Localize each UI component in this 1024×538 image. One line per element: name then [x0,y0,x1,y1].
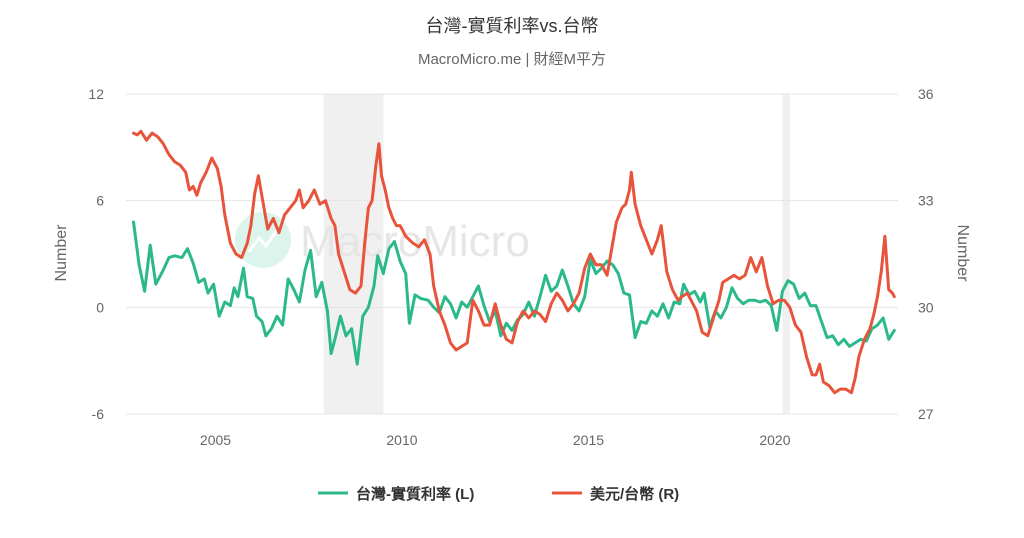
legend-item-real-rate[interactable]: 台灣-實質利率 (L) [318,485,474,503]
left-axis-title: Number [53,224,70,282]
left-axis-ticks: -6 0 6 12 [88,86,104,422]
recession-band [782,94,790,414]
x-tick-label: 2010 [386,432,417,448]
series-line-real-rate [132,220,896,366]
legend-label-real-rate: 台灣-實質利率 (L) [356,485,474,503]
right-axis-ticks: 27 30 33 36 [918,86,934,422]
chart-title: 台灣-實質利率vs.台幣 [426,16,599,36]
legend-label-usd-twd: 美元/台幣 (R) [590,485,679,503]
left-tick-label: 0 [96,299,104,315]
chart-subtitle: MacroMicro.me | 財經M平方 [418,51,606,68]
recession-band [323,94,384,414]
legend: 台灣-實質利率 (L) 美元/台幣 (R) [318,485,679,503]
legend-item-usd-twd[interactable]: 美元/台幣 (R) [552,485,679,503]
right-tick-label: 27 [918,406,934,422]
left-tick-label: 12 [88,86,104,102]
series-line-usd-twd [132,129,896,395]
left-tick-label: -6 [92,406,105,422]
watermark-logo-line-icon [247,229,279,253]
left-tick-label: 6 [96,193,104,209]
series-lines [132,129,896,395]
recession-bands [323,94,790,414]
x-axis-ticks: 2005 2010 2015 2020 [200,432,791,448]
right-tick-label: 36 [918,86,934,102]
watermark: MacroMicro [235,212,530,268]
right-tick-label: 30 [918,299,934,315]
x-tick-label: 2005 [200,432,231,448]
x-tick-label: 2020 [759,432,790,448]
right-axis-title: Number [954,225,971,283]
x-tick-label: 2015 [573,432,604,448]
right-tick-label: 33 [918,193,934,209]
